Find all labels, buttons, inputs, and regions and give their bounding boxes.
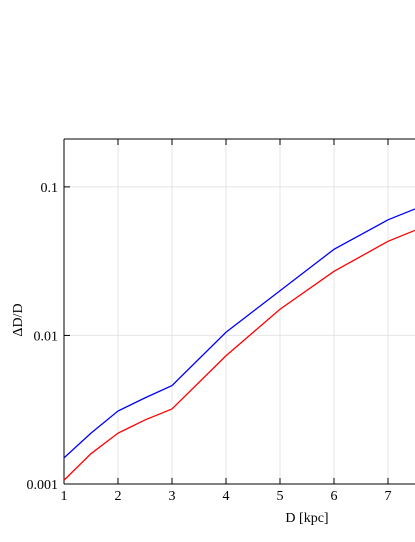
x-tick-label: 2 [115,489,122,504]
y-tick-label: 0.1 [41,181,59,196]
y-tick-label: 0.001 [27,478,59,493]
x-tick-label: 5 [277,489,284,504]
x-tick-label: 4 [223,489,230,504]
x-tick-label: 7 [385,489,392,504]
y-axis-label: ΔD/D [11,303,26,336]
y-tick-label: 0.01 [34,329,59,344]
x-tick-label: 6 [331,489,338,504]
x-tick-label: 1 [61,489,68,504]
x-axis-label: D [kpc] [285,511,328,526]
series-line [63,229,415,481]
x-tick-label: 3 [169,489,176,504]
series-line [63,208,415,459]
